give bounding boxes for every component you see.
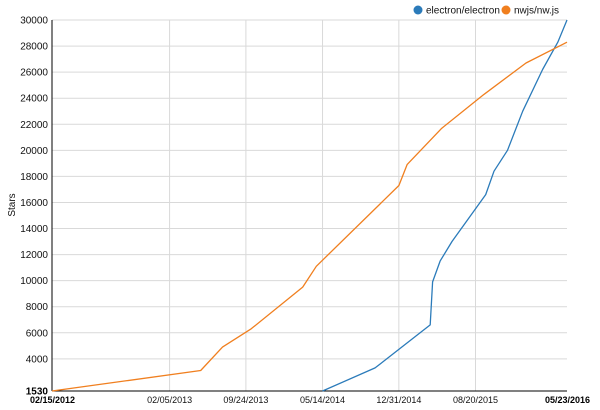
y-tick-label: 22000 [20, 120, 48, 131]
series-line-electron [322, 19, 568, 392]
y-tick-label: 10000 [20, 276, 48, 287]
legend-swatch [413, 5, 423, 15]
y-tick-label: 14000 [20, 224, 48, 235]
legend-label: electron/electron [426, 6, 500, 17]
y-tick-label: 18000 [20, 172, 48, 183]
x-tick-label: 02/15/2012 [30, 395, 75, 405]
y-tick-label: 8000 [26, 302, 49, 313]
y-tick-label: 30000 [20, 16, 48, 27]
x-tick-label: 12/31/2014 [376, 395, 421, 405]
y-tick-label: 12000 [20, 250, 48, 261]
y-tick-label: 1530 [26, 387, 49, 398]
x-tick-label: 02/05/2013 [147, 395, 192, 405]
y-tick-label: 26000 [20, 68, 48, 79]
x-tick-label: 09/24/2013 [223, 395, 268, 405]
x-tick-label: 05/23/2016 [545, 395, 590, 405]
y-axis-label: Stars [7, 193, 18, 216]
legend-swatch [501, 5, 511, 15]
series-line-nwjs [51, 41, 568, 392]
legend-label: nwjs/nw.js [514, 6, 559, 17]
legend: electron/electron nwjs/nw.js [413, 5, 559, 17]
x-tick-label: 08/20/2015 [453, 395, 498, 405]
y-tick-label: 16000 [20, 198, 48, 209]
y-tick-label: 28000 [20, 42, 48, 53]
grid-layer [52, 19, 567, 391]
y-tick-label: 20000 [20, 146, 48, 157]
y-tick-label: 4000 [26, 354, 49, 365]
series-layer [51, 19, 568, 392]
axis-layer [51, 20, 567, 392]
x-tick-label: 05/14/2014 [300, 395, 345, 405]
label-layer: 1530 4000 6000 8000 10000 12000 14000 16000 1800… [20, 16, 590, 406]
y-tick-label: 6000 [26, 328, 49, 339]
y-tick-label: 24000 [20, 94, 48, 105]
